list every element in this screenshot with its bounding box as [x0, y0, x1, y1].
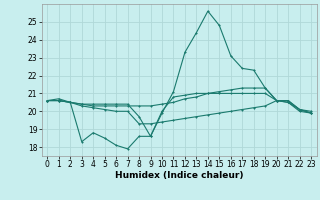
X-axis label: Humidex (Indice chaleur): Humidex (Indice chaleur) — [115, 171, 244, 180]
